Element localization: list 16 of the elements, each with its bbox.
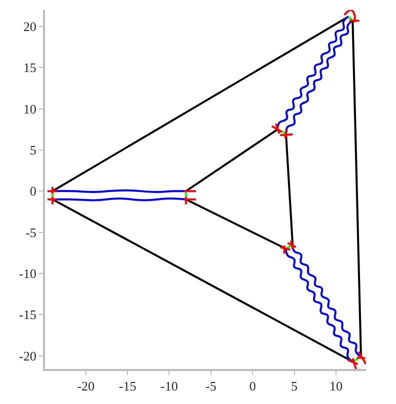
y-tick-label: -20	[19, 348, 36, 364]
y-tick-label: -10	[19, 266, 36, 282]
y-tick-label: -15	[19, 307, 36, 322]
y-tick-label: 0	[30, 184, 36, 199]
x-tick-label: -20	[77, 378, 95, 394]
x-tick-label: 10	[329, 378, 342, 394]
x-tick-label: -5	[206, 378, 216, 394]
x-tick-label: -15	[118, 378, 136, 394]
y-tick-label: 20	[23, 19, 36, 34]
y-tick-label: -5	[26, 224, 36, 240]
x-tick-label: -10	[160, 378, 178, 394]
x-tick-label: 0	[249, 378, 256, 394]
y-tick-label: 15	[23, 60, 36, 76]
x-tick-label: 5	[291, 378, 298, 394]
y-tick-label: 10	[23, 101, 36, 116]
y-tick-label: 5	[30, 142, 36, 158]
